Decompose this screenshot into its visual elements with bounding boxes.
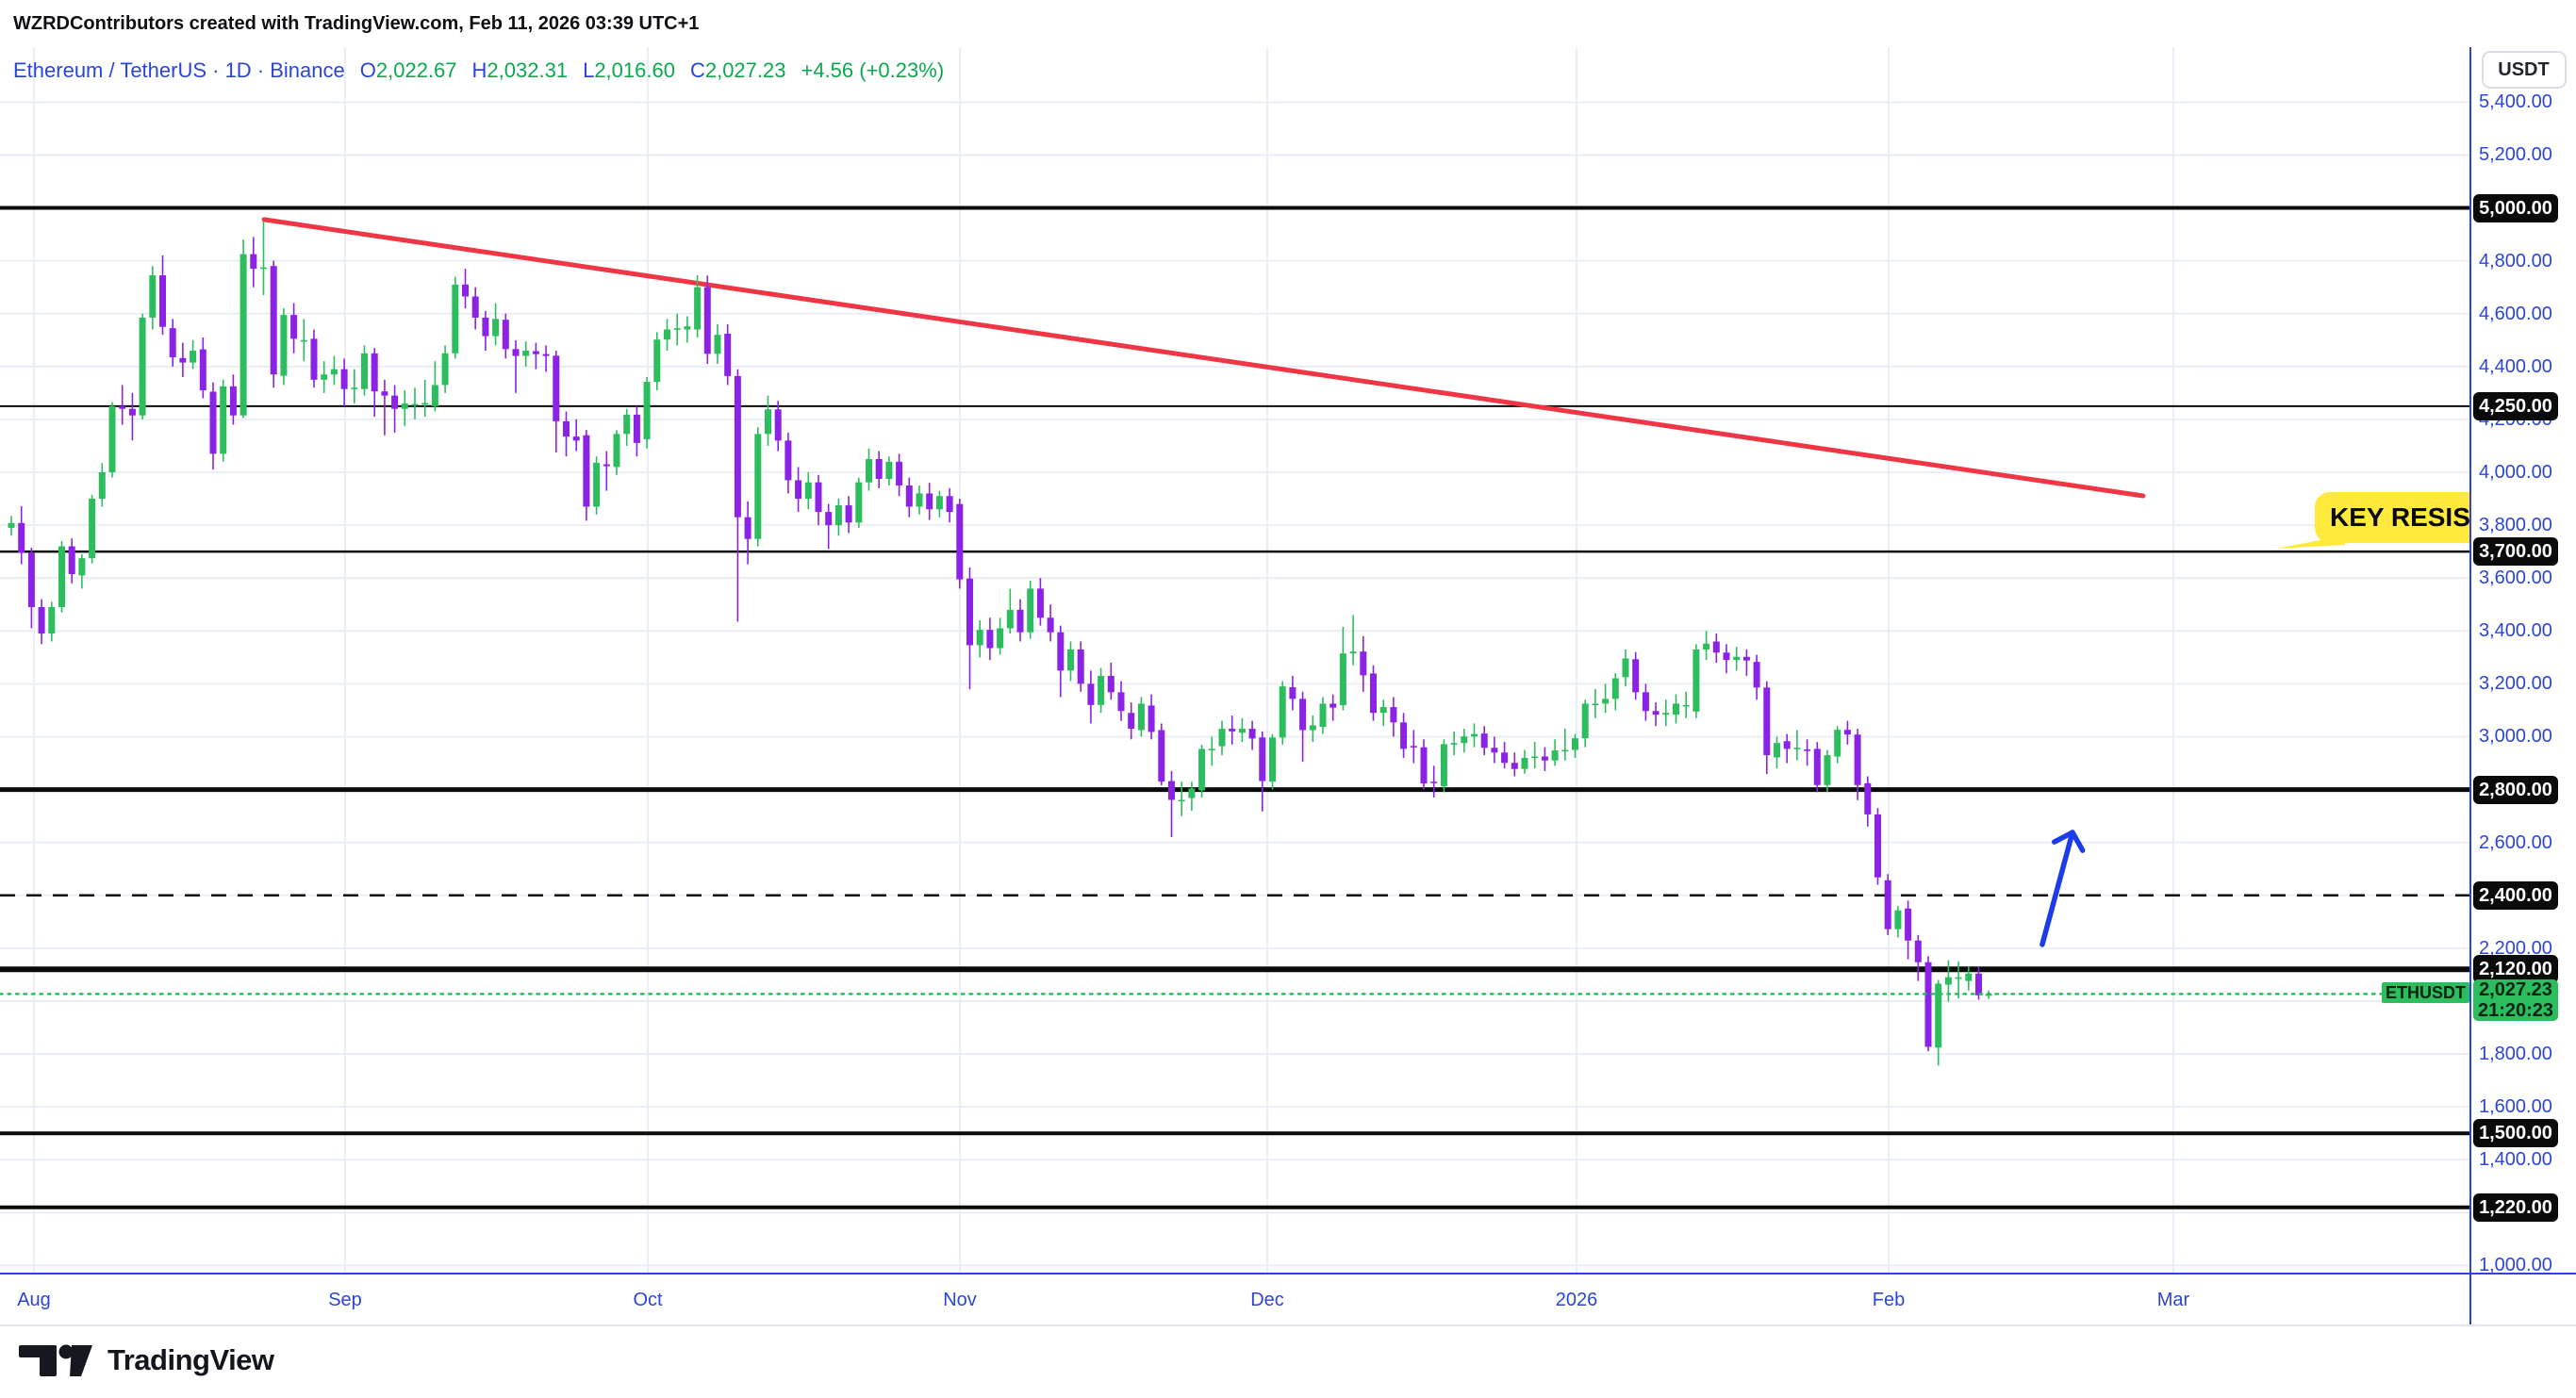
time-axis-label: Sep [328,1290,362,1310]
price-axis-label: 5,200.00 [2479,144,2552,166]
price-level-label: 2,120.00 [2473,955,2558,984]
price-axis-label: 5,400.00 [2479,91,2552,113]
price-axis-label: 3,200.00 [2479,673,2552,695]
time-axis[interactable]: Aug Sep Oct Nov Dec 2026 Feb Mar [0,1273,2576,1326]
price-axis-label: 4,000.00 [2479,462,2552,483]
price-axis-label: 3,800.00 [2479,515,2552,536]
legend-open: O2,022.67 [359,58,457,82]
time-axis-label: Oct [633,1290,663,1310]
legend-change: +4.56 (+0.23%) [801,58,945,82]
price-level-label: 4,250.00 [2473,391,2558,420]
price-axis-label: 2,200.00 [2479,937,2552,959]
downtrend-line[interactable] [261,217,2146,499]
key-resistance-label[interactable]: KEY RESIST [2275,492,2469,549]
tradingview-logo-text: TradingView [107,1343,274,1376]
attribution-text: WZRDContributors created with TradingVie… [13,13,700,34]
currency-toggle-button[interactable]: USDT [2481,51,2567,89]
axis-corner-divider [2469,1275,2471,1324]
price-axis-label: 3,600.00 [2479,567,2552,589]
candlestick-chart[interactable] [0,47,2469,1273]
price-level-label: 2,400.00 [2473,880,2558,910]
time-axis-label: Feb [1872,1290,1906,1310]
legend-high: H2,032.31 [471,58,569,82]
price-level-label: 3,700.00 [2473,537,2558,567]
price-axis-label: 4,400.00 [2479,355,2552,377]
price-level-label: 1,220.00 [2473,1192,2558,1222]
callout-tail-icon [2275,535,2345,549]
chart-pane[interactable]: Ethereum / TetherUS · 1D · Binance O2,02… [0,47,2469,1273]
price-axis-label: 3,400.00 [2479,620,2552,642]
time-axis-label: 2026 [1555,1290,1598,1310]
price-axis-label: 2,600.00 [2479,831,2552,853]
chart-legend: Ethereum / TetherUS · 1D · Binance O2,02… [13,58,944,83]
symbol-price-tag: ETHUSDT [2382,982,2469,1003]
price-axis-label: 1,400.00 [2479,1149,2552,1171]
price-axis-label: 4,800.00 [2479,250,2552,271]
price-axis-label: 3,000.00 [2479,726,2552,748]
price-level-label: 2,800.00 [2473,775,2558,804]
time-axis-label: Mar [2156,1290,2190,1310]
legend-low: L2,016.60 [583,58,675,82]
price-axis[interactable]: USDT 5,400.00 5,200.00 4,800.00 4,600.00 4,4… [2469,47,2576,1276]
tradingview-logo-icon [19,1344,92,1376]
price-axis-label: 1,000.00 [2479,1255,2552,1276]
price-axis-label: 1,800.00 [2479,1044,2552,1065]
price-axis-label: 4,600.00 [2479,303,2552,324]
price-level-label: 5,000.00 [2473,193,2558,222]
time-axis-label: Dec [1250,1290,1284,1310]
symbol-title[interactable]: Ethereum / TetherUS · 1D · Binance [13,58,345,82]
tradingview-logo[interactable]: TradingView [19,1342,274,1378]
price-level-label: 1,500.00 [2473,1119,2558,1148]
time-axis-label: Nov [943,1290,977,1310]
current-price-value: 2,027.23 [2479,979,2552,1001]
time-axis-label: Aug [17,1290,51,1310]
arrow-annotation[interactable] [2039,830,2075,947]
key-resistance-text: KEY RESIST [2330,502,2469,532]
price-axis-label: 1,600.00 [2479,1096,2552,1118]
bar-countdown: 21:20:23 [2477,1000,2554,1022]
legend-close: C2,027.23 [689,58,786,82]
current-price-label: 2,027.23 21:20:23 [2473,979,2558,1022]
